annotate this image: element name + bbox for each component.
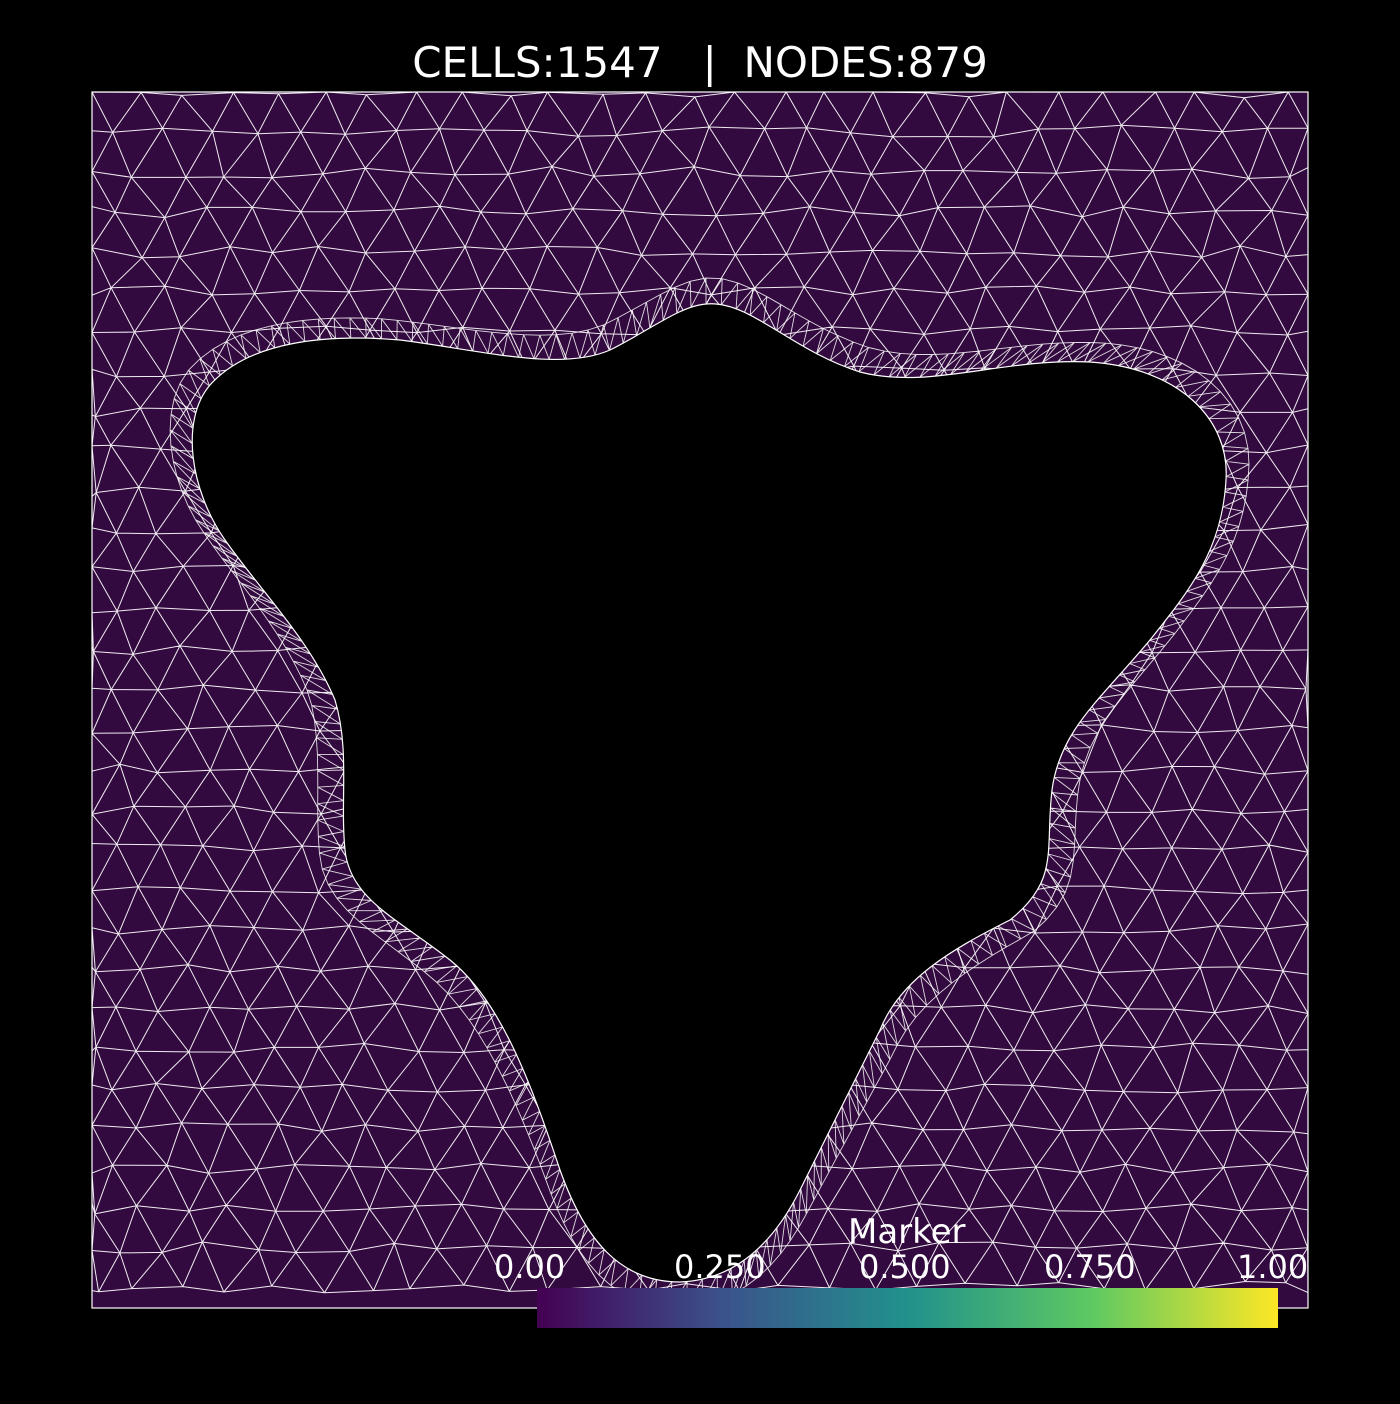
colorbar-tick-4: 1.00 bbox=[1237, 1248, 1309, 1286]
colorbar bbox=[537, 1288, 1278, 1328]
mesh-boundary-layer bbox=[169, 277, 1250, 1308]
hole-border bbox=[191, 303, 1227, 1283]
colorbar-tick-3: 0.750 bbox=[1044, 1248, 1136, 1286]
colorbar-tick-2: 0.500 bbox=[859, 1248, 951, 1286]
mesh-domain bbox=[92, 92, 1308, 1308]
mesh-stats-title: CELLS:1547 | NODES:879 bbox=[412, 38, 988, 87]
colorbar-tick-1: 0.250 bbox=[674, 1248, 766, 1286]
colorbar-title: Marker bbox=[848, 1212, 966, 1252]
colorbar-tick-0: 0.00 bbox=[494, 1248, 566, 1286]
